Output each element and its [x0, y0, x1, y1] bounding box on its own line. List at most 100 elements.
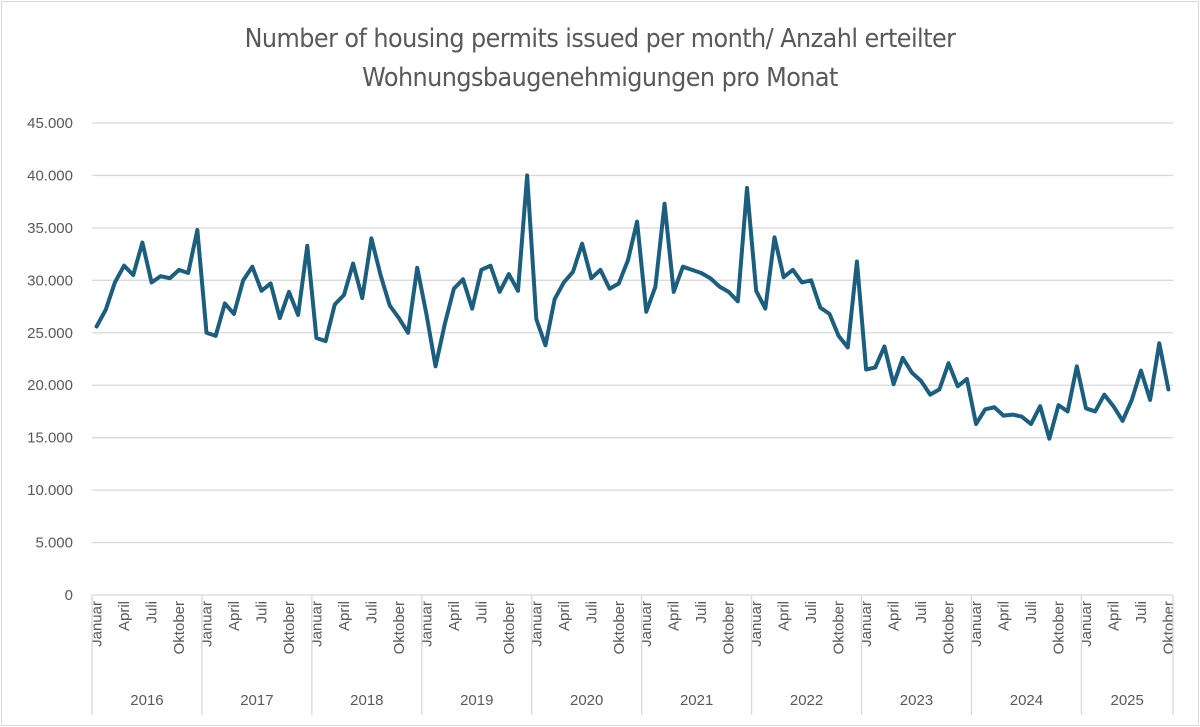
- data-point: [892, 382, 896, 386]
- x-year-label: 2019: [460, 692, 493, 709]
- x-year-label: 2020: [570, 692, 603, 709]
- data-point: [1029, 422, 1033, 426]
- data-point: [534, 317, 538, 321]
- data-point: [882, 344, 886, 348]
- data-point: [1139, 369, 1143, 373]
- y-tick-label: 45.000: [27, 115, 73, 132]
- data-point: [415, 266, 419, 270]
- data-point: [965, 377, 969, 381]
- data-point: [553, 297, 557, 301]
- data-point: [424, 312, 428, 316]
- x-month-label: April: [776, 601, 793, 631]
- data-point: [95, 324, 99, 328]
- x-month-label: Juli: [473, 601, 490, 624]
- data-point: [745, 186, 749, 190]
- x-month-label: April: [886, 601, 903, 631]
- x-month-label: Oktober: [831, 601, 848, 654]
- data-point: [525, 173, 529, 177]
- data-point: [314, 336, 318, 340]
- data-point: [1056, 403, 1060, 407]
- data-point: [122, 264, 126, 268]
- data-point: [543, 343, 547, 347]
- x-year-label: 2023: [900, 692, 933, 709]
- data-point: [800, 280, 804, 284]
- data-point: [663, 202, 667, 206]
- y-tick-label: 30.000: [27, 272, 73, 289]
- data-point: [626, 258, 630, 262]
- x-year-label: 2022: [790, 692, 823, 709]
- data-point: [1121, 419, 1125, 423]
- x-month-label: Januar: [308, 601, 325, 647]
- series-line-group: [94, 173, 1171, 441]
- y-tick-label: 40.000: [27, 167, 73, 184]
- data-point: [919, 379, 923, 383]
- data-point: [296, 313, 300, 317]
- data-point: [992, 405, 996, 409]
- data-point: [406, 331, 410, 335]
- chart-title-line-1: Number of housing permits issued per mon…: [244, 24, 956, 54]
- y-axis-tick-labels: 0 5.000 10.000 15.000 20.000 25.000 30.000 35.0…: [27, 115, 73, 604]
- data-point: [644, 310, 648, 314]
- x-month-label: April: [556, 601, 573, 631]
- data-point: [901, 356, 905, 360]
- data-point: [580, 242, 584, 246]
- data-point: [186, 271, 190, 275]
- data-point: [177, 268, 181, 272]
- data-point: [818, 306, 822, 310]
- data-point: [461, 277, 465, 281]
- x-month-label: Oktober: [391, 601, 408, 654]
- data-point: [773, 235, 777, 239]
- y-tick-label: 0: [65, 587, 73, 604]
- data-point: [278, 316, 282, 320]
- x-year-label: 2018: [350, 692, 383, 709]
- x-month-label: Juli: [693, 601, 710, 624]
- data-point: [269, 281, 273, 285]
- data-point: [754, 289, 758, 293]
- x-month-label: Juli: [1023, 601, 1040, 624]
- data-point: [131, 273, 135, 277]
- data-point: [1047, 437, 1051, 441]
- chart-title-line-2: Wohnungsbaugenehmigungen pro Monat: [362, 63, 838, 93]
- data-point: [360, 296, 364, 300]
- data-point: [1084, 406, 1088, 410]
- data-point: [333, 302, 337, 306]
- data-point: [140, 241, 144, 245]
- data-point: [910, 371, 914, 375]
- x-month-label: Januar: [968, 601, 985, 647]
- data-point: [470, 307, 474, 311]
- data-point: [324, 339, 328, 343]
- x-month-label: April: [116, 601, 133, 631]
- data-point: [947, 361, 951, 365]
- x-year-label: 2021: [680, 692, 713, 709]
- x-month-label: Januar: [1078, 601, 1095, 647]
- data-point: [937, 387, 941, 391]
- data-point: [589, 276, 593, 280]
- x-month-label: Juli: [363, 601, 380, 624]
- data-point: [498, 290, 502, 294]
- data-point: [1148, 398, 1152, 402]
- x-month-label: Juli: [1133, 601, 1150, 624]
- data-point: [507, 272, 511, 276]
- data-point: [259, 289, 263, 293]
- data-point: [1011, 413, 1015, 417]
- x-month-label: Januar: [748, 601, 765, 647]
- data-point: [763, 307, 767, 311]
- data-point: [617, 281, 621, 285]
- x-month-label: Oktober: [281, 601, 298, 654]
- data-point: [113, 280, 117, 284]
- x-month-label: April: [336, 601, 353, 631]
- data-point: [608, 287, 612, 291]
- x-month-label: April: [1105, 601, 1122, 631]
- data-point: [104, 308, 108, 312]
- data-point: [1166, 387, 1170, 391]
- data-point: [434, 364, 438, 368]
- data-point: [736, 299, 740, 303]
- data-point: [1130, 398, 1134, 402]
- data-point: [562, 280, 566, 284]
- data-point: [168, 276, 172, 280]
- data-point: [690, 268, 694, 272]
- data-point: [1075, 364, 1079, 368]
- data-point: [1157, 341, 1161, 345]
- x-month-label: Januar: [418, 601, 435, 647]
